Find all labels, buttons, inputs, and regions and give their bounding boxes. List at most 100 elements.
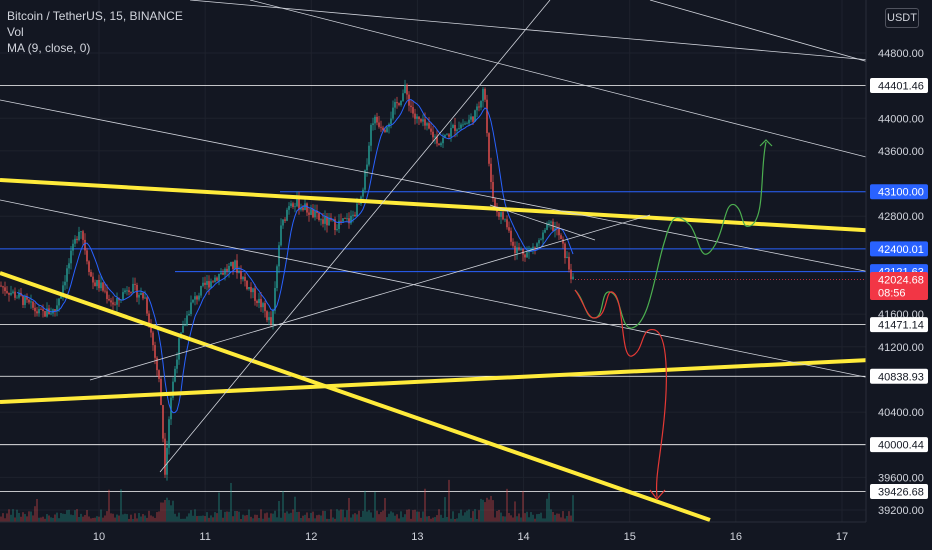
price-axis[interactable]: 44800.0044000.0043600.0042800.0041600.00… (865, 0, 932, 550)
candle-body (42, 309, 44, 312)
candle-body (234, 260, 236, 269)
candle-body (288, 206, 290, 210)
volume-bar (472, 511, 474, 522)
candle-body (382, 127, 384, 131)
volume-bar (128, 518, 130, 522)
volume-bar (388, 513, 390, 522)
candle-body (326, 216, 328, 226)
candle-body (342, 218, 344, 222)
candle-body (24, 296, 26, 305)
candle-body (196, 296, 198, 300)
volume-bar (458, 513, 460, 522)
volume-bar (46, 514, 48, 522)
volume-bar (90, 518, 92, 522)
candle-body (286, 209, 288, 221)
candle-body (314, 211, 316, 218)
candle-body (270, 317, 272, 325)
candle-body (420, 119, 422, 122)
volume-bar (2, 513, 4, 522)
volume-bar (148, 510, 150, 522)
ma-indicator-label[interactable]: MA (9, close, 0) (7, 41, 91, 55)
volume-bar (236, 510, 238, 522)
volume-bar (536, 514, 538, 522)
candle-body (70, 250, 72, 264)
candle-body (404, 84, 406, 94)
volume-bar (108, 489, 110, 522)
candle-body (278, 245, 280, 267)
volume-bars (0, 479, 574, 522)
candle-body (486, 99, 488, 134)
volume-bar (326, 518, 328, 522)
time-axis[interactable]: 10 11 12 13 14 15 16 17 (0, 521, 866, 543)
candle-body (308, 212, 310, 215)
time-tick-label: 16 (730, 531, 742, 543)
volume-bar (562, 511, 564, 522)
volume-bar (414, 509, 416, 522)
volume-bar (92, 517, 94, 522)
volume-bar (540, 512, 542, 522)
candle-body (44, 311, 46, 317)
price-tag (870, 317, 928, 333)
candle-body (58, 298, 60, 306)
candle-body (212, 281, 214, 283)
candle-body (538, 240, 540, 244)
volume-bar (444, 497, 446, 522)
volume-bar (138, 513, 140, 522)
volume-bar (412, 510, 414, 522)
volume-bar (386, 517, 388, 522)
currency-button[interactable]: USDT (885, 8, 919, 28)
volume-bar (494, 517, 496, 522)
volume-bar (78, 516, 80, 522)
candle-body (504, 219, 506, 221)
price-tag (870, 368, 928, 384)
candle-body (236, 260, 238, 273)
volume-bar (366, 511, 368, 522)
candle-body (84, 239, 86, 251)
price-tag-label: 42400.01 (878, 244, 924, 256)
volume-bar (96, 516, 98, 522)
candle-body (248, 286, 250, 290)
candle-body (264, 303, 266, 312)
candle-body (280, 225, 282, 246)
volume-bar (556, 513, 558, 522)
volume-bar (112, 513, 114, 522)
price-tick-label: 40400.00 (878, 407, 924, 419)
volume-bar (334, 518, 336, 522)
volume-bar (32, 515, 34, 522)
volume-bar (244, 515, 246, 522)
volume-bar (328, 518, 330, 522)
yellow-trendline (0, 178, 932, 236)
volume-bar (20, 516, 22, 522)
volume-bar (516, 516, 518, 522)
moving-average-line (16, 99, 574, 414)
volume-bar (156, 512, 158, 522)
volume-bar (284, 512, 286, 522)
price-tag (870, 271, 928, 300)
candle-body (442, 137, 444, 144)
candle-body (98, 280, 100, 289)
volume-bar (174, 513, 176, 522)
volume-bar (64, 514, 66, 522)
candle-body (246, 280, 248, 290)
volume-bar (134, 513, 136, 522)
volume-bar (54, 514, 56, 522)
candle-body (572, 276, 574, 280)
volume-bar (482, 499, 484, 522)
candle-body (464, 123, 466, 125)
candle-body (482, 88, 484, 101)
candle-body (206, 281, 208, 285)
volume-bar (52, 517, 54, 522)
volume-bar (542, 518, 544, 522)
candle-body (172, 381, 174, 398)
time-tick-label: 10 (93, 531, 105, 543)
candle-body (164, 438, 166, 475)
volume-bar (224, 511, 226, 522)
candle-body (512, 241, 514, 246)
volume-bar (30, 511, 32, 522)
symbol-label[interactable]: Bitcoin / TetherUS, 15, BINANCE (7, 9, 183, 23)
volume-bar (400, 511, 402, 522)
time-tick-label: 14 (517, 531, 529, 543)
volume-bar (442, 517, 444, 522)
volume-indicator-label[interactable]: Vol (7, 25, 24, 39)
